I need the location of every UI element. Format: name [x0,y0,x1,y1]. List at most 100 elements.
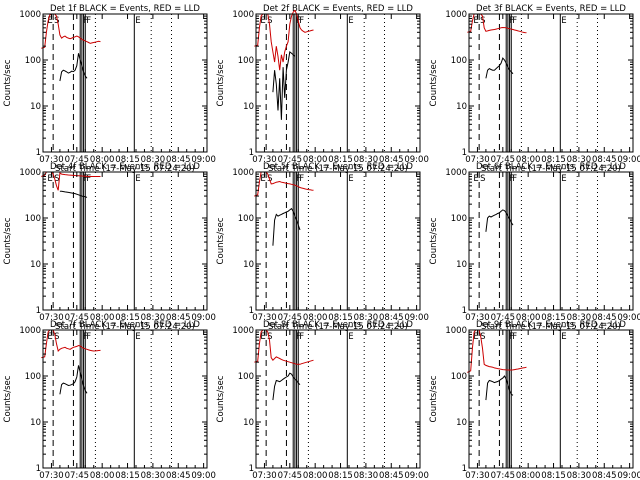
x-tick-label: 08:15 [328,313,353,323]
plot-frame [255,329,421,469]
y-tick-label: 1000 [19,10,41,20]
x-tick-label: 08:30 [567,313,592,323]
y-axis-label: Counts/sec [216,59,226,106]
x-tick-label: 08:15 [115,155,140,165]
x-tick-label: 09:00 [617,471,640,480]
x-tick-label: 08:15 [328,471,353,480]
event-flag-label: E [473,332,478,342]
y-tick-label: 100 [451,372,467,382]
event-flag-label: E [260,16,265,26]
y-tick-label: 10 [30,102,41,112]
series-line-2 [272,207,301,246]
plot-frame [468,171,634,311]
x-tick-label: 08:30 [567,155,592,165]
x-tick-label: 08:30 [141,155,166,165]
panel-title: Det 9f BLACK = Events, RED = LLD [476,320,626,330]
y-axis-label: Counts/sec [3,59,13,106]
y-tick-label: 1 [462,148,467,158]
x-tick-label: 08:00 [90,471,115,480]
x-tick-label: 08:15 [541,313,566,323]
event-flag-label: F [512,174,517,184]
x-tick-label: 07:45 [278,155,303,165]
event-flag-label: F [299,174,304,184]
x-tick-label: 07:45 [278,471,303,480]
event-flag-label: S [480,174,485,184]
panel-title: Det 7f BLACK = Events, RED = LLD [50,320,200,330]
x-tick-label: 08:45 [379,471,404,480]
x-tick-label: 07:30 [465,313,490,323]
x-tick-label: 08:30 [567,471,592,480]
x-tick-label: 09:00 [191,313,216,323]
x-tick-label: 09:00 [191,155,216,165]
y-tick-label: 10 [243,260,254,270]
event-flag-label: F [299,16,304,26]
event-flag-label: F [296,174,301,184]
event-flag-label: F [83,332,88,342]
series-line-2 [59,53,88,82]
panel-title: Det 6f BLACK = Events, RED = LLD [476,162,626,172]
x-tick-label: 09:00 [404,155,429,165]
y-axis-label: Counts/sec [429,59,439,106]
y-tick-label: 1 [36,306,41,316]
event-flag-label: F [83,174,88,184]
event-flag-label: F [509,332,514,342]
y-tick-label: 10 [30,418,41,428]
series-line-2 [272,50,296,120]
x-tick-label: 08:15 [115,471,140,480]
event-flag-label: E [561,16,566,26]
event-flag-label: E [473,174,478,184]
x-tick-label: 08:45 [379,155,404,165]
x-tick-label: 08:30 [141,471,166,480]
event-flag-label: F [512,332,517,342]
event-flag-label: E [135,174,140,184]
event-flag-label: E [561,332,566,342]
y-tick-label: 1000 [19,168,41,178]
x-tick-label: 07:30 [252,313,277,323]
event-flag-label: E [47,332,52,342]
event-flag-label: S [54,16,59,26]
x-tick-label: 08:00 [90,155,115,165]
event-flag-label: E [348,174,353,184]
x-tick-label: 08:00 [516,313,541,323]
event-flag-label: F [509,16,514,26]
x-tick-label: 08:00 [516,155,541,165]
event-flag-label: E [473,16,478,26]
x-tick-label: 07:45 [278,313,303,323]
y-axis-label: Counts/sec [429,217,439,264]
panel-title: Det 3f BLACK = Events, RED = LLD [476,4,626,14]
event-flag-label: E [260,332,265,342]
series-line-2 [485,375,514,401]
x-tick-label: 08:15 [541,471,566,480]
y-tick-label: 1 [462,464,467,474]
x-tick-label: 09:00 [191,471,216,480]
x-tick-label: 08:15 [115,313,140,323]
panel-title: Det 1f BLACK = Events, RED = LLD [50,4,200,14]
event-flag-label: F [86,332,91,342]
event-flag-label: F [296,332,301,342]
x-tick-label: 08:45 [592,155,617,165]
x-axis-label: Start Time (17-May-15 07:24:20) [481,322,621,332]
x-tick-label: 08:00 [303,155,328,165]
y-tick-label: 10 [456,418,467,428]
x-tick-label: 07:30 [252,471,277,480]
event-flag-label: F [86,16,91,26]
x-tick-label: 08:00 [303,471,328,480]
event-flag-label: S [54,174,59,184]
event-flag-label: S [54,332,59,342]
y-tick-label: 100 [25,56,41,66]
x-axis-label: Start Time (17-May-15 07:24:20) [55,322,195,332]
panel-title: Det 2f BLACK = Events, RED = LLD [263,4,413,14]
y-axis-label: Counts/sec [3,375,13,422]
y-axis-label: Counts/sec [3,217,13,264]
x-tick-label: 09:00 [404,471,429,480]
event-flag-label: S [267,16,272,26]
y-axis-label: Counts/sec [216,375,226,422]
plot-frame [255,13,421,153]
x-tick-label: 07:30 [252,155,277,165]
event-flag-label: F [299,332,304,342]
x-tick-label: 09:00 [617,313,640,323]
panel-title: Det 8f BLACK = Events, RED = LLD [263,320,413,330]
